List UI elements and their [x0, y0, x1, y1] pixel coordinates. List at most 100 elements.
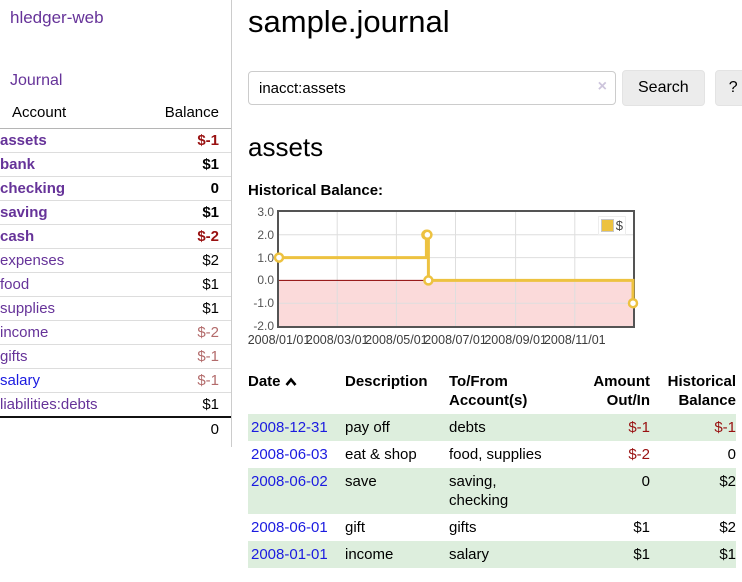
- account-link-gifts[interactable]: gifts: [0, 348, 28, 365]
- chart-canvas: [273, 212, 639, 326]
- account-link-saving[interactable]: saving: [0, 204, 48, 221]
- transaction-date-link[interactable]: 2008-06-01: [251, 519, 328, 536]
- account-row: income $-2: [0, 320, 231, 345]
- transaction-balance: $2: [719, 519, 736, 536]
- x-tick-label: 2008/11/01: [543, 333, 606, 347]
- account-balance: $1: [128, 392, 231, 417]
- y-tick-label: 0.0: [257, 273, 274, 288]
- transaction-accounts: saving, checking: [449, 468, 574, 514]
- chart-legend: $: [597, 216, 626, 235]
- account-row: liabilities:debts $1: [0, 392, 231, 417]
- account-row: salary $-1: [0, 368, 231, 393]
- transaction-date-link[interactable]: 2008-12-31: [251, 419, 328, 436]
- account-link-bank[interactable]: bank: [0, 156, 36, 173]
- account-row: expenses $2: [0, 248, 231, 273]
- account-link-expenses[interactable]: expenses: [0, 252, 65, 269]
- account-heading: assets: [248, 132, 324, 162]
- chart-title: Historical Balance:: [248, 182, 384, 199]
- y-tick-label: 3.0: [257, 205, 274, 219]
- transaction-date-link[interactable]: 2008-06-02: [251, 473, 328, 490]
- transaction-row[interactable]: 2008-06-01 gift gifts $1 $2: [248, 514, 736, 541]
- y-tick-label: 2.0: [257, 227, 274, 242]
- x-tick-label: 2008/05/01: [365, 333, 428, 347]
- account-balance: $-2: [128, 224, 231, 249]
- sidebar-item-journal[interactable]: Journal: [10, 72, 63, 89]
- account-balance: $2: [128, 248, 231, 273]
- transaction-amount: $-1: [574, 414, 650, 441]
- x-tick-label: 2008/03/01: [305, 333, 369, 347]
- accounts-header: To/From Account(s): [449, 373, 528, 409]
- accounts-table: Account Balance assets $-1 bank $1 checking 0…: [0, 102, 231, 441]
- transaction-accounts: gifts: [449, 519, 477, 536]
- account-link-supplies[interactable]: supplies: [0, 300, 56, 317]
- account-link-checking[interactable]: checking: [0, 180, 66, 197]
- transaction-description: save: [345, 468, 449, 514]
- account-link-assets[interactable]: assets: [0, 132, 47, 149]
- series-label: $: [615, 218, 623, 233]
- account-row: food $1: [0, 272, 231, 297]
- transaction-row[interactable]: 2008-06-02 save saving, checking 0 $2: [248, 468, 736, 514]
- transaction-date-link[interactable]: 2008-01-01: [251, 546, 328, 563]
- account-row: checking 0: [0, 176, 231, 201]
- main-content: sample.journal × Search ? assets Histori…: [248, 0, 742, 582]
- accounts-table-header: Account Balance: [0, 102, 231, 129]
- accounts-header-account: Account: [0, 102, 129, 129]
- search-box: ×: [248, 71, 616, 105]
- clear-search-icon[interactable]: ×: [597, 78, 607, 95]
- account-row: assets $-1: [0, 129, 231, 153]
- account-balance: $-1: [128, 368, 231, 393]
- brand-link[interactable]: hledger-web: [10, 8, 104, 27]
- search-input[interactable]: [248, 71, 616, 105]
- transaction-row[interactable]: 2008-06-03 eat & shop food, supplies $-2 0: [248, 441, 736, 468]
- transactions-body: 2008-12-31 pay off debts $-1 $-1 2008-06-03 ea…: [248, 414, 736, 568]
- account-balance: 0: [128, 176, 231, 201]
- amount-header: Amount Out/In: [593, 373, 650, 409]
- sort-ascending-icon: [285, 373, 297, 392]
- transaction-description: eat & shop: [345, 446, 417, 463]
- transaction-description: pay off: [345, 414, 449, 441]
- transactions-header-row: Date Description To/From Account(s) Amou…: [248, 372, 736, 414]
- sidebar: hledger-web Journal Account Balance asse…: [0, 0, 232, 447]
- transaction-balance: $2: [650, 468, 736, 514]
- account-link-liabilities-debts[interactable]: liabilities:debts: [0, 396, 98, 413]
- account-row: supplies $1: [0, 296, 231, 321]
- transaction-description: gift: [345, 519, 366, 536]
- y-tick-label: -1.0: [253, 296, 274, 311]
- account-link-cash[interactable]: cash: [0, 228, 35, 245]
- account-balance: $-1: [128, 344, 231, 369]
- y-tick-label: -2.0: [253, 319, 274, 333]
- transaction-accounts: food, supplies: [449, 446, 542, 463]
- x-tick-label: 2008/07/01: [424, 333, 487, 347]
- search-button[interactable]: Search: [622, 70, 705, 106]
- account-link-salary[interactable]: salary: [0, 372, 41, 389]
- transaction-description: income: [345, 541, 449, 568]
- accounts-total-row: 0: [0, 416, 231, 441]
- account-balance: $-1: [197, 132, 219, 149]
- transaction-balance: $-1: [650, 414, 736, 441]
- sort-by-date-header[interactable]: Date: [248, 372, 345, 414]
- help-button[interactable]: ?: [714, 70, 742, 106]
- transaction-date-link[interactable]: 2008-06-03: [251, 446, 328, 463]
- account-balance: $1: [128, 200, 231, 225]
- account-link-income[interactable]: income: [0, 324, 49, 341]
- transaction-row[interactable]: 2008-12-31 pay off debts $-1 $-1: [248, 414, 736, 441]
- series-swatch-icon: [600, 219, 614, 232]
- account-row: cash $-2: [0, 224, 231, 249]
- accounts-total-value: 0: [128, 416, 231, 441]
- account-row: bank $1: [0, 152, 231, 177]
- transaction-accounts: salary: [449, 541, 574, 568]
- transaction-amount: $1: [633, 519, 650, 536]
- chart-plot-area: $: [273, 210, 639, 328]
- accounts-total-spacer: [0, 416, 129, 441]
- transaction-amount: $-2: [628, 446, 650, 463]
- transaction-amount: 0: [574, 468, 650, 514]
- transaction-row[interactable]: 2008-01-01 income salary $1 $1: [248, 541, 736, 568]
- transaction-accounts: debts: [449, 414, 574, 441]
- description-header: Description: [345, 373, 428, 390]
- account-link-food[interactable]: food: [0, 276, 30, 293]
- accounts-header-balance: Balance: [128, 102, 231, 129]
- account-row: saving $1: [0, 200, 231, 225]
- balance-header: Historical Balance: [667, 373, 736, 409]
- account-balance: $1: [128, 296, 231, 321]
